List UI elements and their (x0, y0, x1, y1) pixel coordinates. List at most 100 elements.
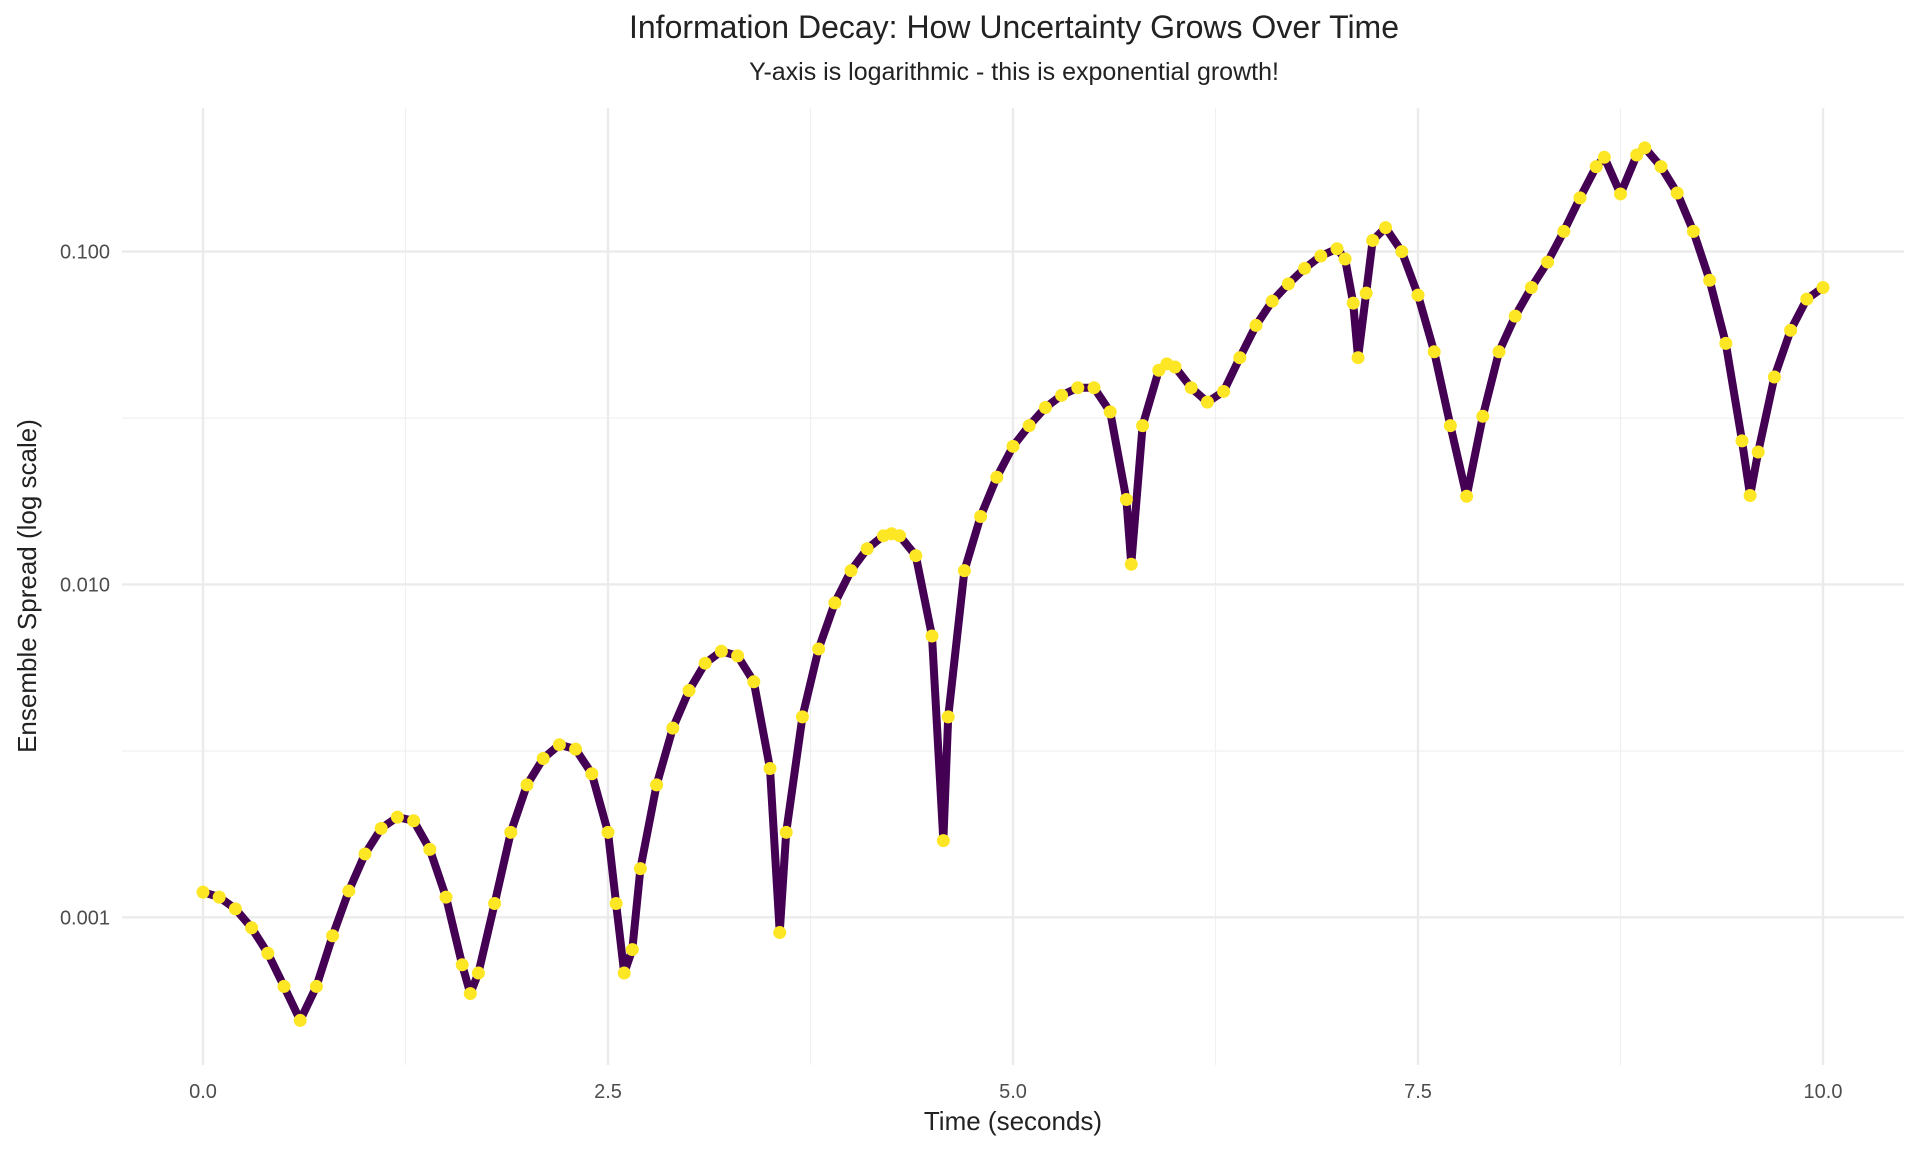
data-point (1338, 252, 1352, 266)
data-point (1557, 224, 1571, 238)
data-point (1346, 296, 1360, 310)
data-point (925, 629, 939, 643)
data-point (1767, 370, 1781, 384)
chart-title: Information Decay: How Uncertainty Grows… (629, 9, 1399, 45)
data-point (1443, 419, 1457, 433)
data-point (1103, 405, 1117, 419)
x-tick-label: 10.0 (1804, 1081, 1843, 1103)
data-point (423, 842, 437, 856)
data-point (617, 966, 631, 980)
data-point (714, 644, 728, 658)
data-point (358, 847, 372, 861)
x-tick-label: 5.0 (999, 1081, 1027, 1103)
data-point (1508, 309, 1522, 323)
data-point (682, 684, 696, 698)
data-point (1168, 360, 1182, 374)
y-axis-label: Ensemble Spread (log scale) (12, 419, 42, 753)
data-point (828, 596, 842, 610)
data-point (1816, 281, 1830, 295)
data-point (196, 885, 210, 899)
data-point (773, 926, 787, 940)
x-tick-label: 7.5 (1404, 1081, 1432, 1103)
y-tick-label: 0.100 (60, 242, 110, 264)
data-point (1071, 381, 1085, 395)
data-point (1654, 160, 1668, 174)
data-point (1184, 381, 1198, 395)
data-point (228, 902, 242, 916)
data-point (455, 958, 469, 972)
data-point (1055, 388, 1069, 402)
data-point (633, 862, 647, 876)
data-point (666, 721, 680, 735)
data-point (990, 470, 1004, 484)
data-point (1124, 557, 1138, 571)
data-point (1249, 318, 1263, 332)
data-point (520, 778, 534, 792)
data-point (1703, 273, 1717, 287)
data-point (1476, 409, 1490, 423)
data-point (844, 564, 858, 578)
data-point (1589, 160, 1603, 174)
data-point (650, 778, 664, 792)
data-point (1784, 323, 1798, 337)
data-point (1314, 249, 1328, 263)
data-point (1686, 224, 1700, 238)
x-tick-label: 2.5 (594, 1081, 622, 1103)
data-point (1038, 401, 1052, 415)
data-point (1136, 419, 1150, 433)
data-point (1743, 489, 1757, 503)
data-point (1573, 191, 1587, 205)
data-point (1233, 351, 1247, 365)
data-point (1541, 255, 1555, 269)
data-point (1200, 395, 1214, 409)
y-tick-label: 0.010 (60, 574, 110, 596)
data-point (747, 675, 761, 689)
data-point (893, 529, 907, 543)
data-point (779, 825, 793, 839)
data-point (763, 761, 777, 775)
data-point (601, 825, 615, 839)
data-point (1006, 439, 1020, 453)
data-point (1427, 345, 1441, 359)
data-point (1217, 384, 1231, 398)
data-point (1460, 489, 1474, 503)
data-point (941, 710, 955, 724)
data-point (1735, 434, 1749, 448)
data-point (1614, 187, 1627, 201)
data-point (1670, 186, 1684, 200)
data-point (407, 814, 421, 828)
data-point (488, 897, 502, 911)
data-point (1379, 221, 1393, 235)
data-point (1087, 381, 1101, 395)
data-point (1597, 150, 1611, 164)
chart-subtitle: Y-axis is logarithmic - this is exponent… (749, 58, 1279, 86)
data-point (261, 946, 275, 960)
data-point (974, 510, 988, 524)
data-point (860, 542, 874, 556)
x-axis-label: Time (seconds) (924, 1106, 1102, 1136)
data-point (374, 821, 388, 835)
data-point (1411, 288, 1425, 302)
data-point (1351, 351, 1365, 365)
data-point (212, 890, 226, 904)
data-point (1298, 261, 1312, 275)
data-point (1022, 419, 1036, 433)
y-tick-label: 0.001 (60, 907, 110, 929)
data-point (1281, 277, 1295, 291)
data-point (1492, 345, 1506, 359)
data-point (439, 890, 453, 904)
data-point (1638, 141, 1652, 155)
data-point (504, 825, 518, 839)
data-point (1751, 445, 1765, 459)
data-point (471, 966, 485, 980)
data-point (293, 1013, 307, 1027)
data-point (1800, 292, 1814, 306)
data-point (569, 742, 583, 756)
data-point (625, 943, 639, 957)
data-point (1359, 286, 1373, 300)
data-point (609, 897, 623, 911)
data-point (463, 987, 477, 1001)
data-point (585, 767, 599, 781)
data-point (1366, 233, 1380, 247)
